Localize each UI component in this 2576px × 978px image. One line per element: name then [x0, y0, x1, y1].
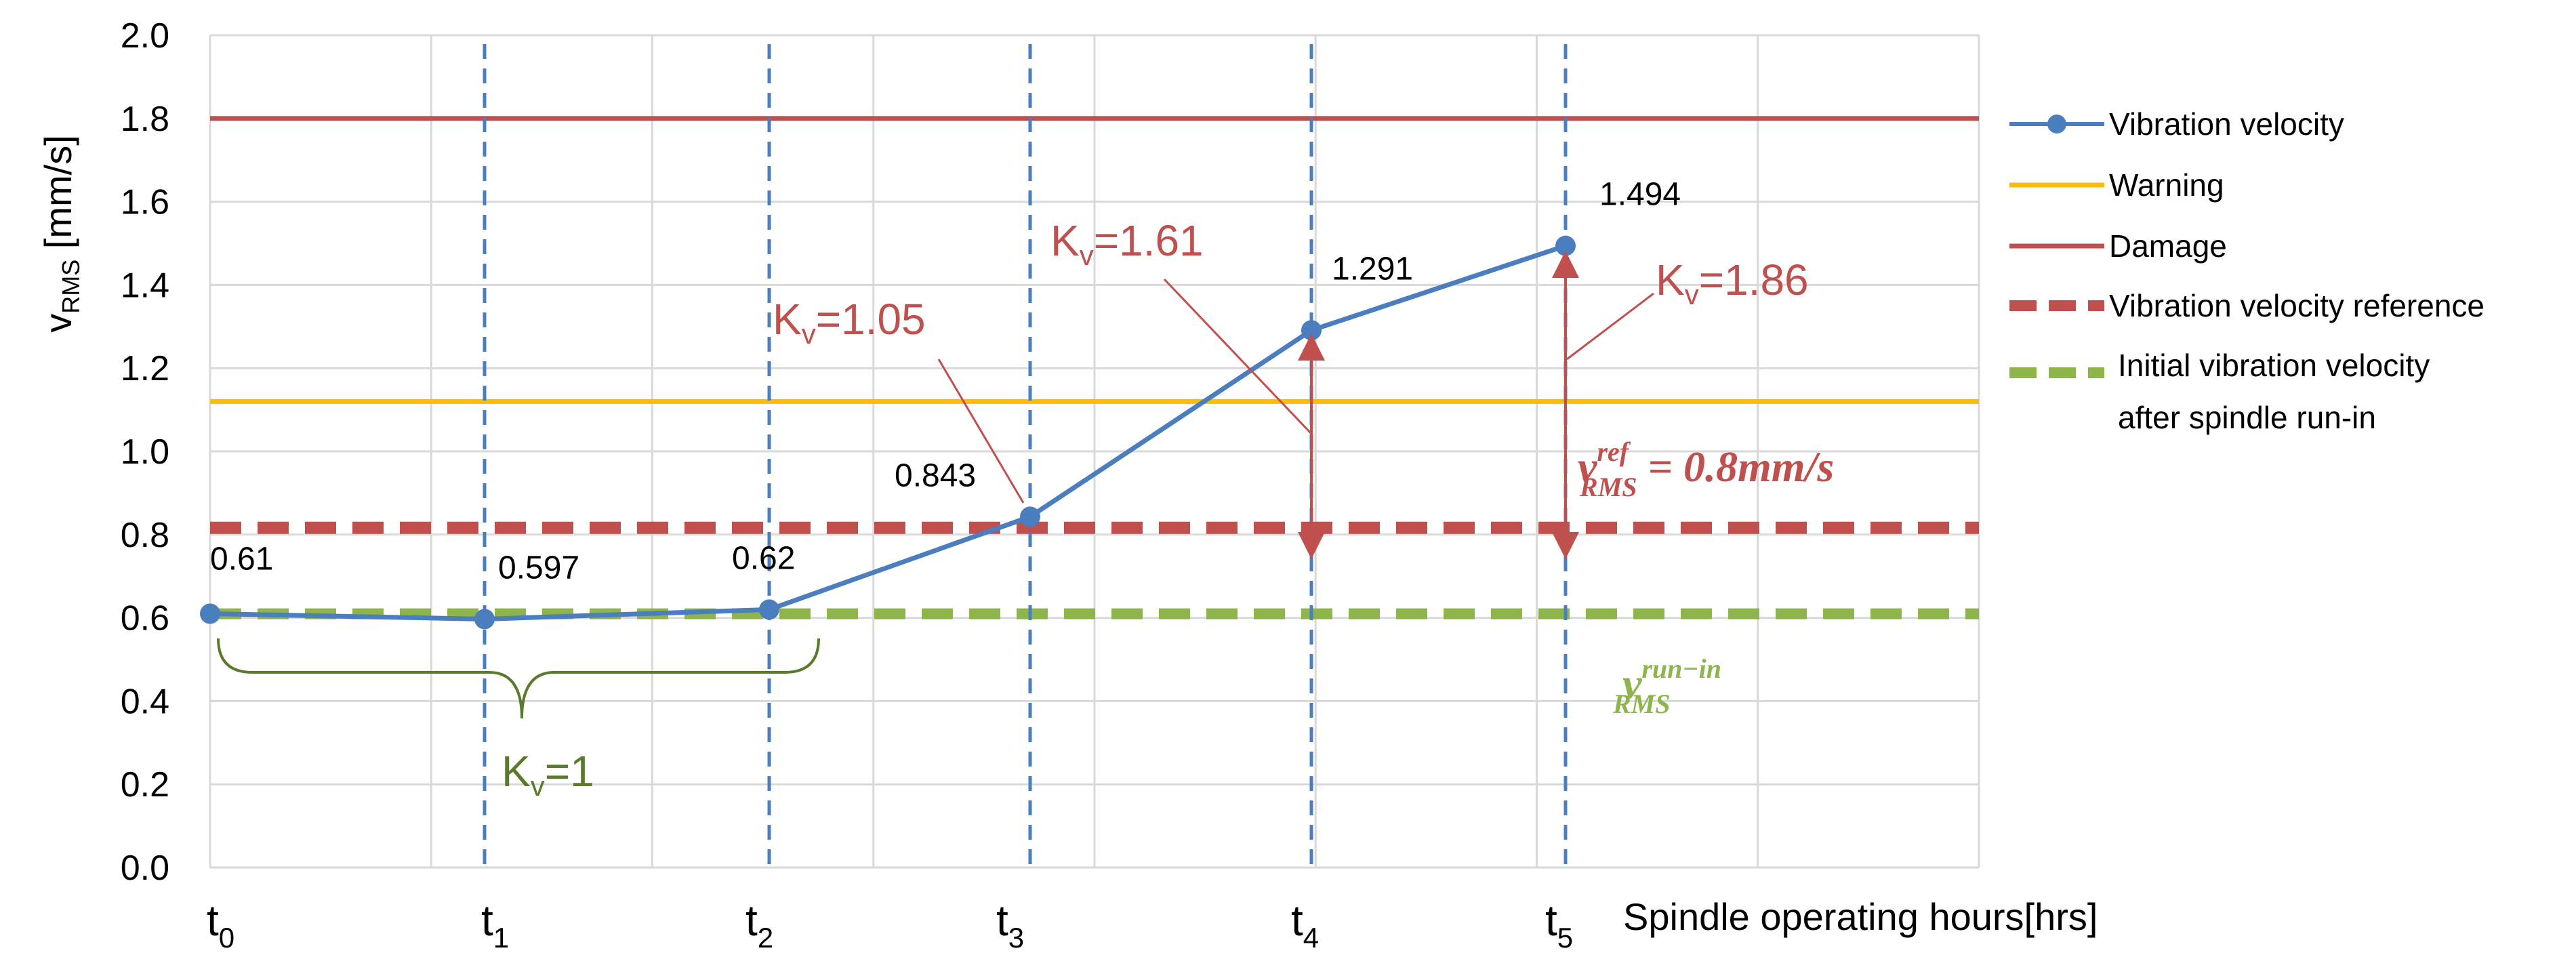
data-labels: 0.61 0.597 0.62 0.843 1.291 1.494: [210, 177, 1681, 586]
data-label: 1.291: [1332, 251, 1413, 287]
legend: Vibration velocity Warning Damage Vibrat…: [2009, 106, 2485, 435]
x-tick-t1: t1: [481, 896, 509, 954]
runin-formula: vrun−in RMS: [1612, 653, 1721, 719]
legend-item-vibration: Vibration velocity: [2009, 106, 2344, 142]
y-tick-label: 1.6: [121, 183, 169, 222]
kv-leader-t3: [937, 359, 1025, 504]
kv-label-t5: Kv=1.86: [1656, 256, 1809, 310]
y-tick-label: 0.4: [121, 682, 169, 721]
y-tick-label: 0.2: [121, 765, 169, 804]
y-tick-label: 1.0: [121, 432, 169, 472]
legend-item-reference: Vibration velocity reference: [2009, 288, 2485, 323]
legend-label-reference: Vibration velocity reference: [2109, 288, 2485, 323]
vibration-point: [474, 609, 495, 630]
vibration-point: [1020, 506, 1040, 527]
y-axis-ticks: 0.0 0.2 0.4 0.6 0.8 1.0 1.2 1.4 1.6 1.8 2.0: [121, 16, 169, 888]
x-tick-t4: t4: [1291, 896, 1319, 954]
time-markers: [483, 44, 1568, 868]
x-tick-t5: t5: [1545, 896, 1573, 954]
kv-leader-t5: [1566, 292, 1654, 361]
legend-label-runin-line2: after spindle run-in: [2118, 400, 2376, 435]
y-tick-label: 0.0: [121, 849, 169, 888]
y-tick-label: 2.0: [121, 16, 169, 56]
x-axis-title: Spindle operating hours[hrs]: [1623, 895, 2098, 938]
gridlines: [209, 34, 1980, 869]
data-label: 1.494: [1599, 177, 1681, 213]
vibration-point: [200, 603, 220, 624]
ref-formula: vref RMS = 0.8mm/s: [1578, 436, 1834, 502]
vibration-point: [1555, 235, 1576, 256]
data-label: 0.62: [732, 540, 795, 576]
legend-label-runin: Initial vibration velocity: [2118, 348, 2430, 383]
legend-marker-vibration: [2047, 115, 2066, 134]
y-tick-label: 0.8: [121, 516, 169, 555]
legend-item-warning: Warning: [2009, 167, 2224, 203]
threshold-lines: [210, 116, 1979, 619]
kv-label-brace: Kv=1: [502, 747, 594, 802]
kv-label-t3: Kv=1.05: [773, 295, 926, 350]
legend-label-vibration: Vibration velocity: [2109, 106, 2344, 142]
legend-item-damage: Damage: [2009, 228, 2227, 264]
y-tick-label: 1.4: [121, 266, 169, 305]
data-label: 0.597: [498, 550, 579, 586]
x-tick-t0: t0: [207, 896, 234, 954]
kv-label-t4: Kv=1.61: [1050, 216, 1204, 271]
y-tick-label: 0.6: [121, 599, 169, 638]
y-tick-label: 1.2: [121, 349, 169, 388]
legend-item-runin: Initial vibration velocity after spindle…: [2009, 348, 2430, 435]
y-tick-label: 1.8: [121, 100, 169, 139]
y-axis-title: vRMS [mm/s]: [37, 135, 85, 333]
vibration-point: [1301, 320, 1322, 341]
kv1-brace: [217, 638, 820, 719]
data-label: 0.61: [210, 541, 273, 577]
kv-leader-t4: [1163, 278, 1313, 435]
data-label: 0.843: [895, 457, 976, 493]
legend-label-damage: Damage: [2109, 228, 2227, 264]
x-tick-t3: t3: [996, 896, 1024, 954]
x-tick-labels: t0 t1 t2 t3 t4 t5: [207, 896, 1573, 954]
x-tick-t2: t2: [745, 896, 773, 954]
vibration-velocity-line: [209, 243, 1567, 622]
legend-label-warning: Warning: [2109, 167, 2224, 203]
vibration-point: [759, 599, 779, 620]
